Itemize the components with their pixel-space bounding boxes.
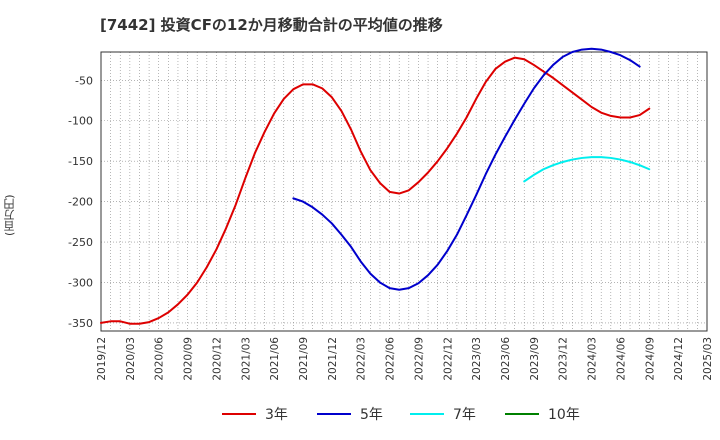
plot-border [100, 51, 708, 332]
x-tick-label: 2020/12 [211, 337, 223, 381]
series-line-7年 [523, 156, 651, 183]
y-tick-label: -100 [68, 115, 93, 128]
x-tick-label: 2023/12 [558, 337, 570, 381]
legend-label: 10年 [548, 407, 580, 423]
x-tick-label: 2024/03 [587, 337, 599, 381]
y-tick-label: -150 [68, 155, 93, 168]
x-tick-label: 2025/03 [702, 337, 714, 381]
x-tick-label: 2022/06 [385, 337, 397, 381]
x-tick-label: 2024/06 [615, 337, 627, 381]
x-tick-label: 2022/09 [413, 337, 425, 381]
x-tick-label: 2021/03 [240, 337, 252, 381]
y-tick-label: -350 [68, 317, 93, 330]
x-tick-label: 2023/09 [529, 337, 541, 381]
chart-title: [7442] 投資CFの12か月移動合計の平均値の推移 [100, 16, 443, 34]
x-tick-label: 2024/09 [644, 337, 656, 381]
x-tick-label: 2021/12 [327, 337, 339, 381]
x-tick-label: 2021/06 [269, 337, 281, 381]
x-tick-label: 2022/03 [356, 337, 368, 381]
x-tick-label: 2023/03 [471, 337, 483, 381]
x-tick-label: 2019/12 [96, 337, 108, 381]
x-tick-label: 2020/03 [125, 337, 137, 381]
x-tick-label: 2020/09 [183, 337, 195, 381]
series-line-5年 [292, 47, 641, 291]
x-tick-label: 2024/12 [673, 337, 685, 381]
y-tick-label: -200 [68, 196, 93, 209]
y-tick-label: -50 [75, 74, 93, 87]
legend-label: 7年 [453, 407, 476, 423]
y-tick-label: -250 [68, 236, 93, 249]
x-tick-label: 2020/06 [154, 337, 166, 381]
x-tick-label: 2022/12 [442, 337, 454, 381]
series-line-3年 [100, 56, 651, 325]
x-tick-label: 2023/06 [500, 337, 512, 381]
y-tick-label: -300 [68, 276, 93, 289]
x-tick-label: 2021/09 [298, 337, 310, 381]
legend-label: 5年 [360, 407, 383, 423]
legend-label: 3年 [265, 407, 288, 423]
